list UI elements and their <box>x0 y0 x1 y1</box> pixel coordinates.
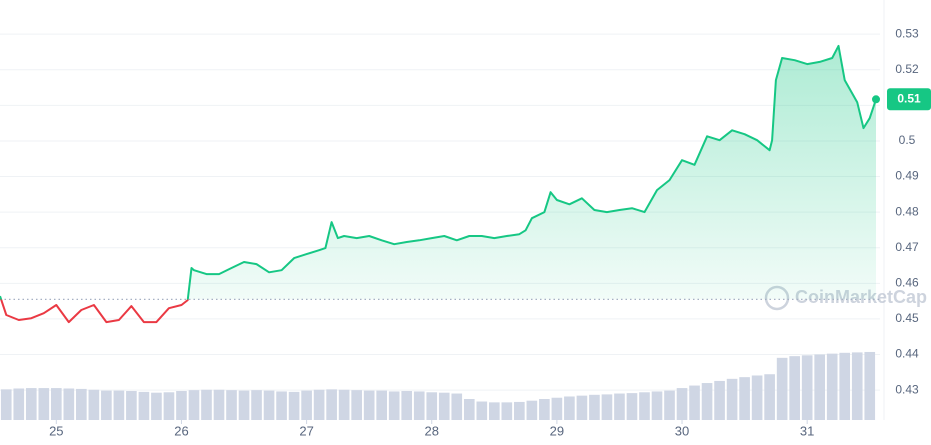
volume-bar <box>864 351 876 420</box>
volume-bar <box>201 389 212 420</box>
volume-bar <box>25 388 37 420</box>
volume-bar <box>288 391 300 420</box>
volume-bar <box>451 393 463 420</box>
volume-bar <box>614 393 625 420</box>
volume-bar <box>589 394 600 420</box>
volume-bar <box>401 391 413 420</box>
volume-bar <box>88 389 100 420</box>
volume-bar <box>338 389 350 420</box>
volume-bar <box>263 390 275 420</box>
volume-bar <box>388 391 400 420</box>
volume-bar <box>426 392 438 420</box>
volume-bar <box>676 388 688 420</box>
y-tick-label: 0.44 <box>895 347 919 361</box>
volume-bar <box>163 392 175 420</box>
y-tick-label: 0.52 <box>895 62 919 76</box>
volume-bar <box>351 390 362 420</box>
volume-bar <box>376 390 388 420</box>
volume-bar <box>726 378 738 420</box>
volume-bar <box>514 401 525 420</box>
volume-bar <box>76 388 87 420</box>
volume-bar <box>313 389 325 420</box>
volume-bar <box>151 392 162 420</box>
volume-bar <box>776 357 788 420</box>
y-tick-label: 0.46 <box>895 275 919 289</box>
volume-bar <box>851 352 863 420</box>
volume-bar <box>639 392 650 420</box>
volume-bar <box>626 393 638 420</box>
volume-bar <box>326 389 337 420</box>
volume-bar <box>714 380 725 420</box>
x-tick-label: 27 <box>299 423 313 438</box>
volume-bar <box>551 397 563 420</box>
x-tick-label: 29 <box>550 423 564 438</box>
volume-bar <box>138 391 150 420</box>
volume-bar <box>38 388 50 420</box>
y-tick-label: 0.43 <box>895 382 919 396</box>
volume-bar <box>438 392 450 420</box>
volume-bar <box>814 354 826 420</box>
volume-bar <box>488 402 500 420</box>
x-tick-label: 28 <box>425 423 439 438</box>
volume-bar <box>176 391 187 420</box>
volume-bar <box>839 352 851 420</box>
volume-bar <box>238 390 250 420</box>
volume-bar <box>501 402 513 420</box>
volume-bar <box>739 377 750 420</box>
volume-bar <box>751 375 763 420</box>
plot <box>0 44 880 324</box>
volume-bar <box>651 391 663 420</box>
volume-bar <box>101 390 112 420</box>
volume-bar <box>276 391 287 420</box>
current-price-label: 0.51 <box>897 91 921 105</box>
y-tick-label: 0.5 <box>899 133 916 147</box>
axes: 0.43 0.44 0.45 0.46 0.47 0.48 0.49 0.5 0.51 0.52 0… <box>49 26 931 438</box>
volume-bar <box>664 390 675 420</box>
volume-bar <box>689 385 700 420</box>
volume-bar <box>564 396 575 420</box>
volume-bar <box>526 400 538 420</box>
volume-bar <box>301 390 312 420</box>
x-tick-label: 31 <box>800 423 814 438</box>
volume-bars <box>0 351 876 420</box>
y-tick-label: 0.49 <box>895 169 919 183</box>
current-point <box>872 95 880 104</box>
volume-bar <box>226 390 237 420</box>
x-tick-label: 25 <box>49 423 63 438</box>
volume-bar <box>539 399 550 420</box>
price-area <box>0 45 876 300</box>
volume-bar <box>764 374 775 420</box>
volume-bar <box>50 388 62 420</box>
volume-bar <box>789 356 800 420</box>
y-tick-label: 0.45 <box>895 311 919 325</box>
volume-bar <box>213 389 225 420</box>
y-tick-label: 0.47 <box>895 240 919 254</box>
x-tick-label: 26 <box>174 423 188 438</box>
current-price-tag <box>887 88 931 111</box>
volume-bar <box>826 353 838 420</box>
volume-bar <box>463 399 475 420</box>
volume-bar <box>576 395 588 420</box>
volume-bar <box>251 390 262 420</box>
volume-bar <box>701 383 713 420</box>
price-line <box>0 44 877 324</box>
volume-bar <box>188 390 200 420</box>
volume-bar <box>801 355 813 420</box>
x-tick-label: 30 <box>675 423 689 438</box>
volume-bar <box>113 390 125 420</box>
volume-bar <box>363 390 375 420</box>
volume-bar <box>476 401 488 420</box>
y-tick-label: 0.53 <box>895 26 919 40</box>
y-tick-label: 0.48 <box>895 204 919 218</box>
volume-bar <box>13 388 25 420</box>
volume-bar <box>413 391 425 420</box>
volume-bar <box>126 391 137 420</box>
volume-bar <box>0 389 12 420</box>
volume-bar <box>601 394 613 420</box>
volume-bar <box>63 388 75 420</box>
